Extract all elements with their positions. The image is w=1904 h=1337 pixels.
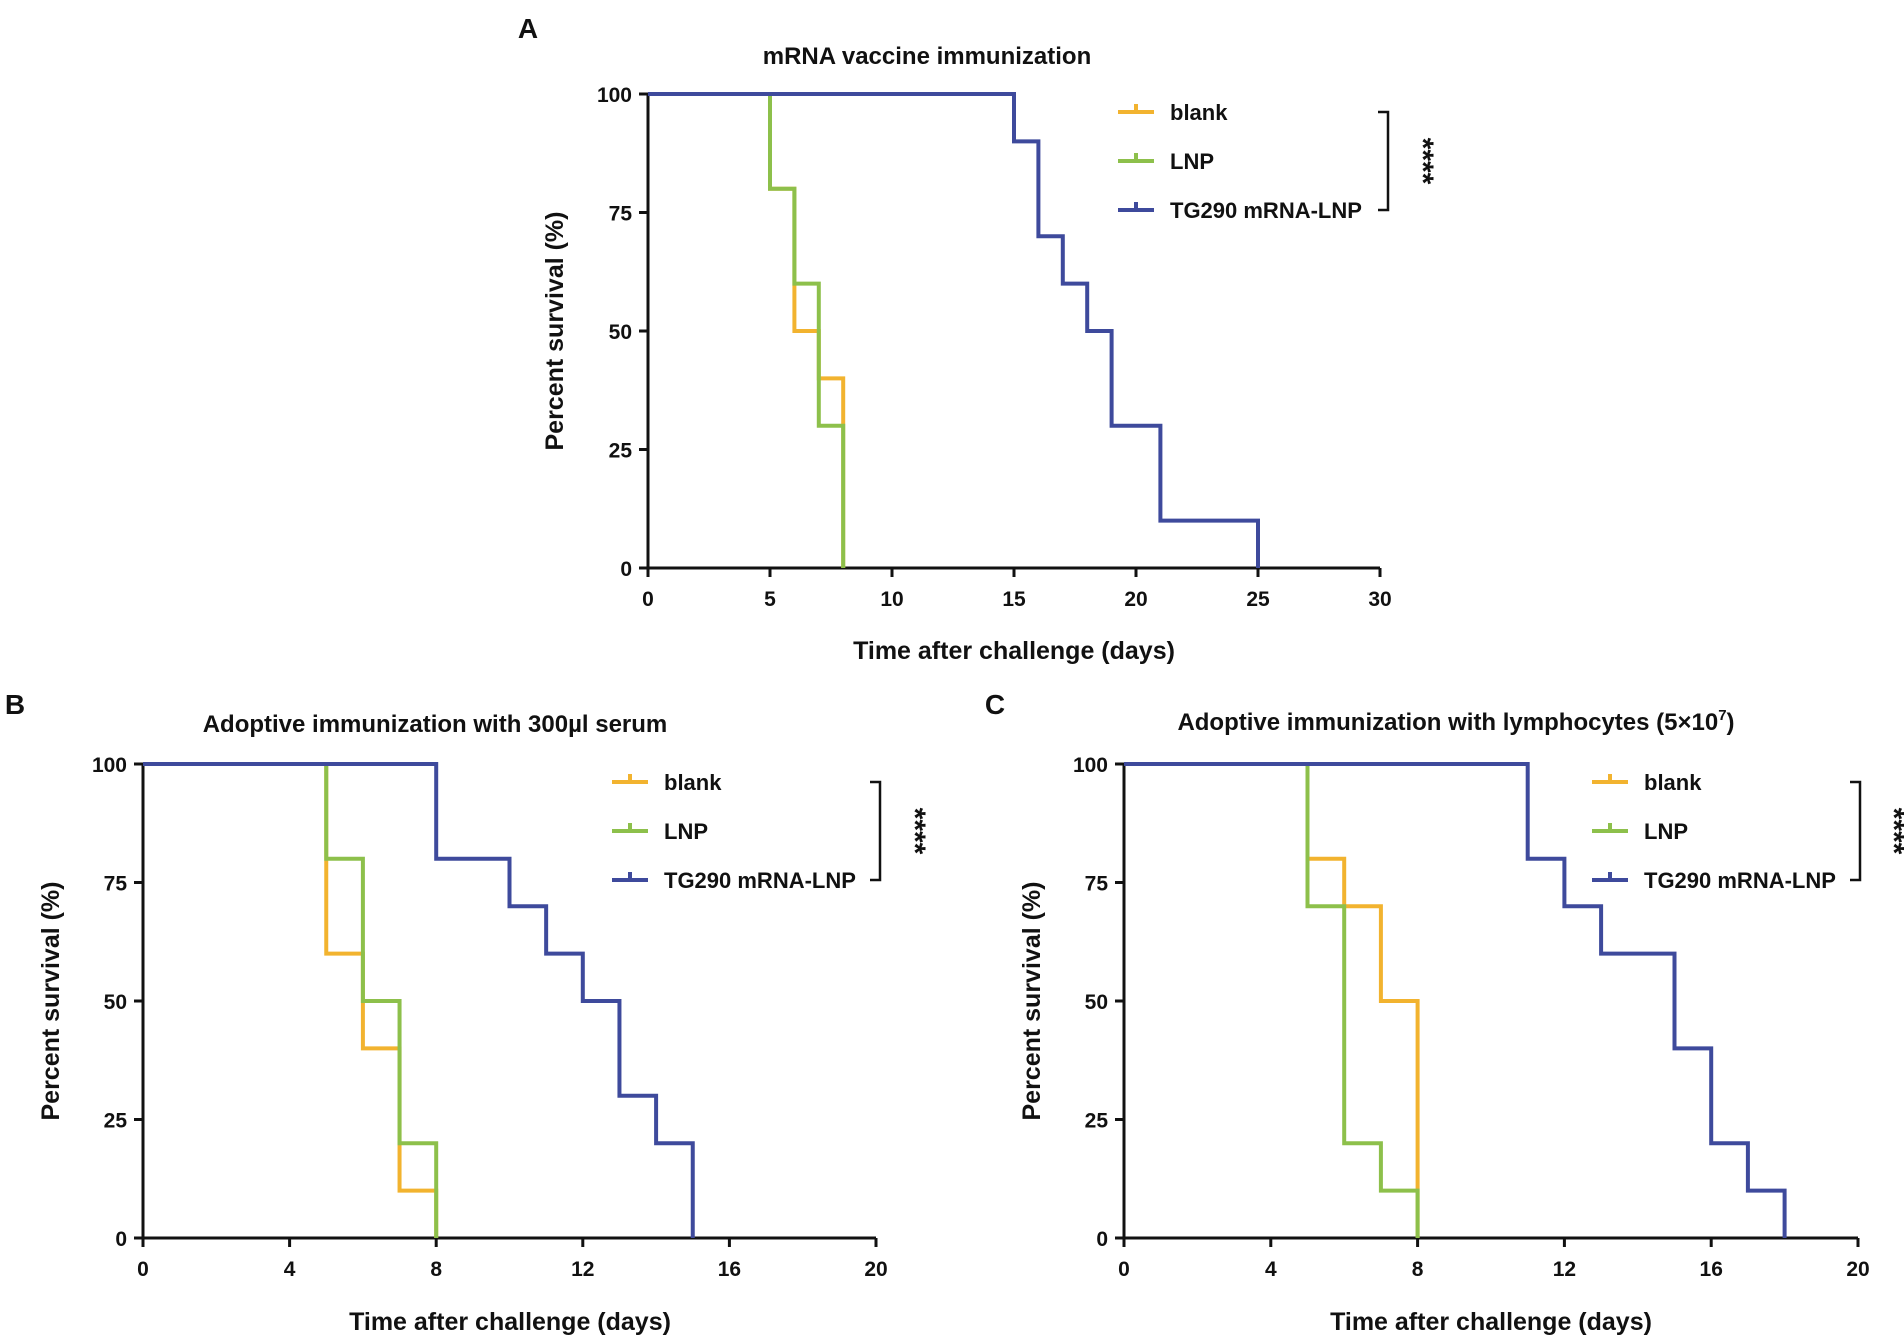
- legend-label: LNP: [1170, 149, 1214, 174]
- y-tick-label: 0: [620, 558, 632, 581]
- x-tick-label: 15: [1002, 588, 1026, 611]
- x-tick-label: 16: [718, 1258, 741, 1281]
- survival-curve-tg290-mrna-lnp: [143, 762, 695, 1238]
- y-axis-title: Percent survival (%): [37, 882, 65, 1121]
- survival-curve-blank: [1124, 762, 1420, 1238]
- y-tick-label: 100: [1073, 754, 1108, 777]
- chart-title-superscript: 7: [1718, 707, 1726, 724]
- x-axis-title: Time after challenge (days): [853, 637, 1175, 665]
- x-tick-label: 20: [864, 1258, 887, 1281]
- y-tick-label: 50: [609, 321, 632, 344]
- x-tick-label: 12: [1553, 1258, 1576, 1281]
- x-tick-label: 8: [1412, 1258, 1424, 1281]
- significance-bracket: [1378, 110, 1390, 212]
- legend-label: TG290 mRNA-LNP: [1170, 198, 1362, 223]
- legend-label: TG290 mRNA-LNP: [1644, 868, 1836, 893]
- significance-bracket: [870, 780, 882, 882]
- legend: blank LNP TG290 mRNA-LNP: [612, 770, 856, 893]
- legend-label: blank: [664, 770, 722, 795]
- chart-title-main: Adoptive immunization with 300µl serum: [203, 711, 668, 738]
- x-tick-label: 0: [642, 588, 654, 611]
- survival-curve-tg290-mrna-lnp: [648, 92, 1260, 568]
- chart-title: Adoptive immunization with lymphocytes (…: [1177, 707, 1734, 736]
- legend-label: TG290 mRNA-LNP: [664, 868, 856, 893]
- significance-bracket: [1850, 780, 1862, 882]
- significance-label: ****: [1877, 808, 1904, 855]
- chart-panel-c: C Adoptive immunization with lymphocytes …: [985, 689, 1904, 1336]
- legend-label: blank: [1644, 770, 1702, 795]
- x-axis-title: Time after challenge (days): [1330, 1308, 1652, 1336]
- x-tick-label: 20: [1124, 588, 1147, 611]
- x-tick-label: 25: [1246, 588, 1270, 611]
- y-tick-label: 25: [609, 440, 633, 463]
- y-tick-label: 0: [115, 1228, 127, 1251]
- significance-label: ****: [898, 808, 931, 855]
- chart-title: mRNA vaccine immunization: [763, 43, 1092, 70]
- y-axis-title: Percent survival (%): [541, 212, 569, 451]
- legend-label: LNP: [1644, 819, 1688, 844]
- chart-panel-b: B Adoptive immunization with 300µl serum 0…: [5, 689, 931, 1336]
- x-tick-label: 4: [1265, 1258, 1277, 1281]
- survival-curve-blank: [648, 92, 846, 568]
- chart-title-main: mRNA vaccine immunization: [763, 43, 1092, 70]
- significance-label: ****: [1406, 138, 1439, 185]
- chart-title-main: Adoptive immunization with lymphocytes (…: [1177, 709, 1718, 736]
- legend: blank LNP TG290 mRNA-LNP: [1118, 100, 1362, 223]
- survival-curve-lnp: [648, 92, 846, 568]
- x-tick-label: 20: [1846, 1258, 1869, 1281]
- x-tick-label: 0: [137, 1258, 149, 1281]
- legend-label: blank: [1170, 100, 1228, 125]
- chart-title-suffix: ): [1727, 709, 1735, 736]
- x-axis-title: Time after challenge (days): [349, 1308, 671, 1336]
- x-tick-label: 5: [764, 588, 776, 611]
- y-tick-label: 50: [104, 991, 127, 1014]
- x-tick-label: 0: [1118, 1258, 1130, 1281]
- y-tick-label: 0: [1096, 1228, 1108, 1251]
- y-tick-label: 25: [104, 1110, 128, 1133]
- y-tick-label: 100: [92, 754, 127, 777]
- x-tick-label: 8: [430, 1258, 442, 1281]
- x-tick-label: 30: [1368, 588, 1391, 611]
- panel-letter: B: [5, 689, 25, 720]
- y-tick-label: 100: [597, 84, 632, 107]
- y-tick-label: 75: [1085, 873, 1109, 896]
- y-axis-title: Percent survival (%): [1018, 882, 1046, 1121]
- survival-curve-lnp: [1124, 762, 1420, 1238]
- survival-curve-lnp: [143, 762, 439, 1238]
- panel-letter: C: [985, 689, 1005, 720]
- x-tick-label: 10: [880, 588, 903, 611]
- legend-label: LNP: [664, 819, 708, 844]
- y-tick-label: 50: [1085, 991, 1108, 1014]
- survival-curve-tg290-mrna-lnp: [1124, 762, 1787, 1238]
- x-tick-label: 4: [284, 1258, 296, 1281]
- x-tick-label: 12: [571, 1258, 594, 1281]
- x-tick-label: 16: [1700, 1258, 1723, 1281]
- y-tick-label: 75: [104, 873, 128, 896]
- legend: blank LNP TG290 mRNA-LNP: [1592, 770, 1836, 893]
- panel-letter: A: [518, 13, 538, 44]
- chart-title: Adoptive immunization with 300µl serum: [203, 711, 668, 738]
- y-tick-label: 75: [609, 203, 633, 226]
- y-tick-label: 25: [1085, 1110, 1109, 1133]
